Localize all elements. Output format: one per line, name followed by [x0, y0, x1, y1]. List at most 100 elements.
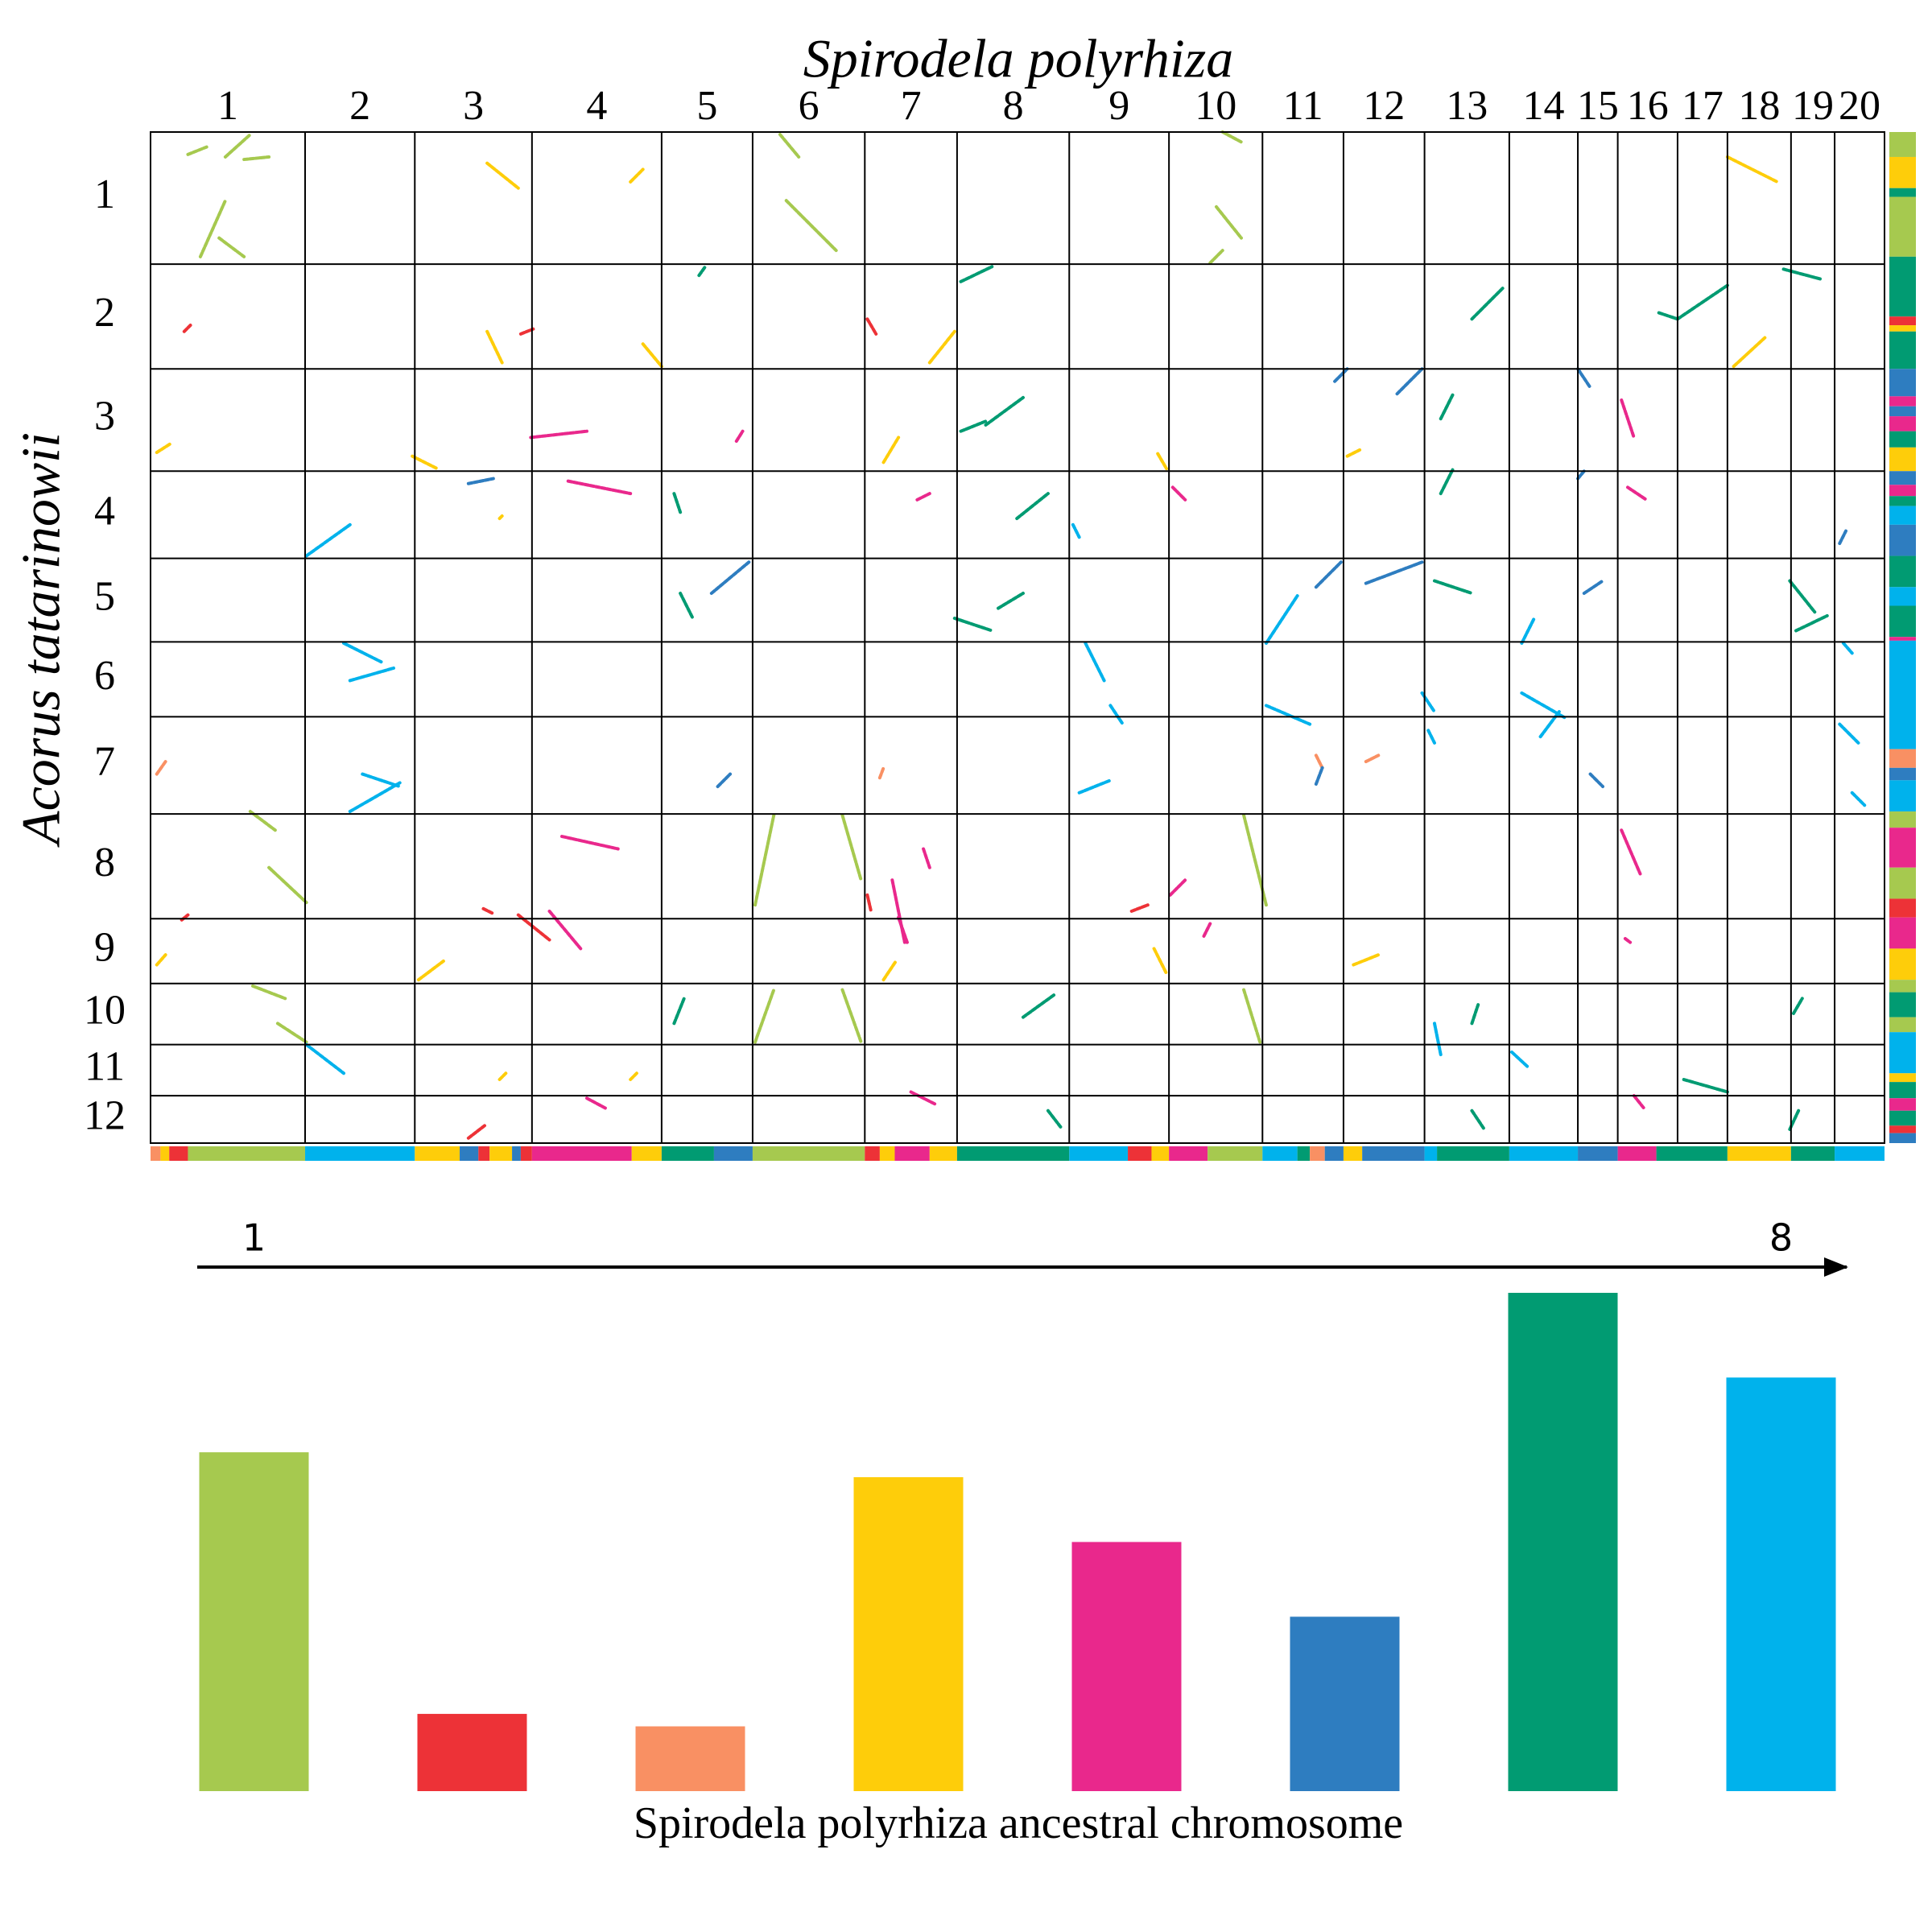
x-axis-title: Spirodela polyrhiza ancestral chromosome — [634, 1798, 1403, 1848]
synteny-segment — [1084, 641, 1106, 683]
synteny-segment — [959, 265, 994, 283]
x-ancestral-block — [1509, 1146, 1579, 1161]
bar — [199, 1452, 309, 1791]
y-ancestral-block — [1889, 555, 1916, 588]
x-ancestral-block — [1727, 1146, 1791, 1161]
y-ancestral-block — [1889, 992, 1916, 1018]
y-ancestral-block — [1889, 587, 1916, 606]
synteny-segment — [1364, 560, 1424, 585]
synteny-segment — [1682, 1078, 1729, 1094]
y-ancestral-block — [1889, 524, 1916, 556]
y-ancestral-block — [1889, 325, 1916, 332]
synteny-segment — [672, 492, 683, 514]
x-ancestral-block — [1656, 1146, 1728, 1161]
synteny-segment — [753, 813, 776, 907]
synteny-segment — [1170, 485, 1187, 502]
y-ancestral-block — [1889, 948, 1916, 980]
y-chromosome-label: 3 — [94, 394, 115, 440]
synteny-segment — [198, 199, 227, 258]
y-chromosome-label: 8 — [94, 840, 115, 886]
synteny-segment — [1046, 1108, 1063, 1129]
synteny-segment — [1314, 753, 1324, 770]
synteny-segment — [223, 133, 252, 159]
synteny-segment — [897, 915, 909, 944]
synteny-segment — [865, 317, 878, 336]
synteny-segment — [1620, 828, 1642, 876]
x-ancestral-block — [1617, 1146, 1657, 1161]
y-ancestral-block — [1889, 256, 1916, 317]
x-ancestral-block — [489, 1146, 513, 1161]
synteny-segment — [1071, 522, 1081, 539]
synteny-segment — [342, 641, 383, 664]
synteny-segment — [1352, 953, 1381, 967]
synteny-segment — [1850, 791, 1867, 807]
bar — [1508, 1293, 1618, 1791]
x-ancestral-block — [879, 1146, 895, 1161]
synteny-segment — [1623, 937, 1633, 944]
x-ancestral-block — [1128, 1146, 1152, 1161]
synteny-segment — [753, 988, 776, 1044]
x-chromosome-label: 7 — [901, 83, 922, 129]
y-ancestral-block — [1889, 917, 1916, 949]
synteny-segment — [1794, 613, 1829, 633]
y-chromosome-label: 6 — [94, 653, 115, 699]
synteny-segment — [1732, 336, 1767, 369]
synteny-segment — [629, 167, 645, 184]
synteny-segment — [466, 477, 495, 485]
synteny-segment — [915, 492, 931, 502]
synteny-segment — [1242, 988, 1262, 1044]
synteny-segment — [909, 1090, 938, 1106]
synteny-segment — [1314, 766, 1324, 786]
synteny-segment — [547, 909, 583, 951]
x-ancestral-block — [1424, 1146, 1438, 1161]
y-ancestral-block — [1889, 1133, 1916, 1143]
synteny-segment — [1333, 367, 1349, 383]
synteny-segment — [304, 522, 352, 558]
synteny-segment — [275, 1022, 308, 1044]
plot-frame — [150, 131, 1885, 1144]
synteny-segment — [1657, 311, 1679, 321]
synteny-segment — [485, 161, 520, 190]
y-ancestral-block — [1889, 506, 1916, 525]
x-ancestral-block — [460, 1146, 479, 1161]
y-ancestral-block — [1889, 369, 1916, 397]
synteny-segment — [497, 1071, 508, 1082]
synteny-segment — [1156, 452, 1169, 471]
synteny-segment — [672, 997, 686, 1026]
x-ancestral-block — [1151, 1146, 1170, 1161]
synteny-segment — [865, 893, 873, 913]
y-ancestral-block — [1889, 1032, 1916, 1074]
synteny-segment — [584, 1096, 608, 1110]
y-ancestral-block — [1889, 980, 1916, 993]
synteny-segment — [242, 155, 271, 162]
synteny-segment — [959, 419, 988, 433]
y-ancestral-block — [1889, 396, 1916, 407]
x-ancestral-block — [1324, 1146, 1344, 1161]
y-ancestral-block — [1889, 406, 1916, 417]
y-ancestral-block — [1889, 132, 1916, 157]
synteny-segment — [1470, 1003, 1480, 1026]
x-ancestral-block — [478, 1146, 490, 1161]
synteny-segment — [1582, 579, 1605, 596]
x-chromosome-label: 17 — [1682, 83, 1724, 129]
x-ancestral-block — [713, 1146, 753, 1161]
x-ancestral-block — [160, 1146, 170, 1161]
synteny-segment — [529, 429, 588, 440]
y-ancestral-block — [1889, 1082, 1916, 1099]
x-ancestral-block — [305, 1146, 415, 1161]
y-ancestral-block — [1889, 780, 1916, 812]
synteny-segment — [1520, 616, 1536, 645]
y-ancestral-block — [1889, 1125, 1916, 1133]
synteny-segment — [984, 395, 1025, 427]
y-ancestral-block — [1889, 811, 1916, 828]
y-axis-title: Acorus tatarinowii — [10, 432, 72, 848]
synteny-segment — [1576, 469, 1586, 481]
synteny-segment — [1791, 997, 1804, 1015]
synteny-segment — [881, 959, 898, 982]
y-ancestral-block — [1889, 767, 1916, 781]
y-chromosome-label: 7 — [94, 739, 115, 785]
x-ancestral-block — [1169, 1146, 1208, 1161]
synteny-segment — [734, 429, 745, 444]
x-ancestral-block — [512, 1146, 521, 1161]
y-ancestral-block — [1889, 1017, 1916, 1033]
